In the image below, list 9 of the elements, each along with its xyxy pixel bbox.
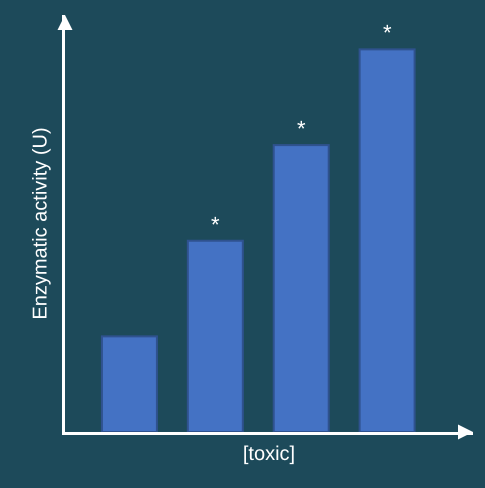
annotation: *	[383, 20, 392, 45]
bar	[272, 144, 330, 432]
bar	[100, 335, 158, 432]
x-axis-title: [toxic]	[242, 442, 296, 465]
annotation: *	[211, 212, 220, 237]
y-axis-title: Enzymatic activity (U)	[30, 127, 52, 320]
annotation: *	[297, 116, 306, 141]
bar	[186, 240, 244, 432]
bar	[358, 48, 416, 432]
